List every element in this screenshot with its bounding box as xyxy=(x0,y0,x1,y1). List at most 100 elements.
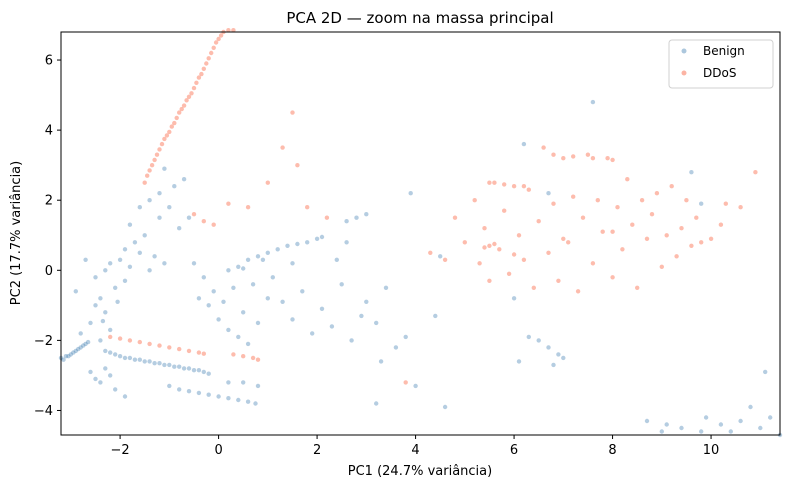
point-benign xyxy=(61,357,66,362)
point-benign xyxy=(122,278,128,283)
point-ddos xyxy=(209,50,214,56)
point-benign xyxy=(699,429,704,434)
point-ddos xyxy=(561,156,566,161)
point-benign xyxy=(226,268,231,273)
point-ddos xyxy=(674,254,679,259)
point-ddos xyxy=(199,71,204,77)
point-benign xyxy=(68,352,74,357)
series-ddos xyxy=(108,28,758,385)
point-benign xyxy=(142,359,147,364)
point-benign xyxy=(703,415,709,420)
y-tick-label: 4 xyxy=(45,124,53,139)
point-benign xyxy=(236,334,241,340)
point-ddos xyxy=(231,28,236,33)
point-benign xyxy=(546,191,551,196)
point-benign xyxy=(66,354,71,359)
point-ddos xyxy=(541,145,546,150)
point-ddos xyxy=(196,75,202,80)
point-benign xyxy=(196,368,202,373)
point-ddos xyxy=(213,40,219,45)
point-ddos xyxy=(428,250,433,255)
point-benign xyxy=(162,261,167,266)
point-ddos xyxy=(620,247,625,252)
point-benign xyxy=(253,401,258,406)
point-benign xyxy=(137,205,142,210)
point-benign xyxy=(255,254,261,259)
point-ddos xyxy=(154,152,160,157)
point-ddos xyxy=(575,289,581,294)
x-tick-label: 6 xyxy=(510,443,518,458)
point-ddos xyxy=(615,205,620,210)
point-ddos xyxy=(305,205,310,210)
point-ddos xyxy=(172,120,177,126)
point-benign xyxy=(265,296,270,301)
point-ddos xyxy=(580,215,586,220)
point-ddos xyxy=(610,229,615,234)
y-tick-label: −2 xyxy=(34,334,53,349)
y-tick-label: −4 xyxy=(34,404,53,419)
point-benign xyxy=(561,355,566,361)
point-ddos xyxy=(649,212,655,217)
point-benign xyxy=(413,383,418,389)
point-benign xyxy=(270,275,275,280)
point-benign xyxy=(167,362,172,368)
point-benign xyxy=(314,236,320,241)
point-ddos xyxy=(189,91,194,96)
point-benign xyxy=(221,299,226,304)
plot-area xyxy=(58,28,783,438)
point-ddos xyxy=(295,163,300,168)
point-ddos xyxy=(241,354,246,359)
point-benign xyxy=(245,399,251,404)
point-ddos xyxy=(108,334,113,340)
point-ddos xyxy=(179,106,184,112)
point-benign xyxy=(137,357,142,362)
point-ddos xyxy=(211,45,216,50)
point-ddos xyxy=(181,103,187,108)
point-benign xyxy=(196,390,202,396)
point-ddos xyxy=(526,187,531,192)
x-tick-label: 2 xyxy=(313,443,321,458)
point-benign xyxy=(85,339,91,345)
point-ddos xyxy=(644,236,650,241)
point-benign xyxy=(147,198,152,203)
point-ddos xyxy=(595,198,600,203)
x-tick-label: 10 xyxy=(703,443,720,458)
point-ddos xyxy=(186,94,192,100)
point-benign xyxy=(108,261,113,266)
point-ddos xyxy=(231,352,236,357)
point-benign xyxy=(319,234,325,240)
point-benign xyxy=(344,240,349,245)
point-ddos xyxy=(452,215,458,220)
point-benign xyxy=(103,268,108,273)
point-benign xyxy=(152,361,157,366)
point-ddos xyxy=(477,261,482,266)
point-ddos xyxy=(403,380,408,385)
point-benign xyxy=(76,346,81,352)
point-benign xyxy=(157,191,162,196)
point-benign xyxy=(245,257,251,262)
point-benign xyxy=(186,389,192,394)
point-benign xyxy=(162,166,167,171)
point-ddos xyxy=(191,85,197,91)
point-benign xyxy=(364,212,369,217)
point-ddos xyxy=(684,198,689,203)
point-benign xyxy=(305,240,310,245)
point-ddos xyxy=(590,261,596,266)
point-benign xyxy=(181,177,187,182)
point-benign xyxy=(93,303,98,308)
point-ddos xyxy=(708,236,714,241)
point-ddos xyxy=(590,156,596,161)
point-ddos xyxy=(218,33,224,38)
point-benign xyxy=(374,401,379,406)
point-benign xyxy=(71,350,76,355)
point-benign xyxy=(659,429,664,434)
point-benign xyxy=(103,348,108,354)
point-ddos xyxy=(265,180,270,185)
point-benign xyxy=(295,241,300,247)
point-ddos xyxy=(196,350,202,355)
point-benign xyxy=(88,320,93,326)
point-benign xyxy=(236,264,241,269)
point-benign xyxy=(226,327,231,333)
axis-ticks: −2 0 2 4 6 8 10 −4 −2 0 2 4 6 xyxy=(34,54,720,458)
